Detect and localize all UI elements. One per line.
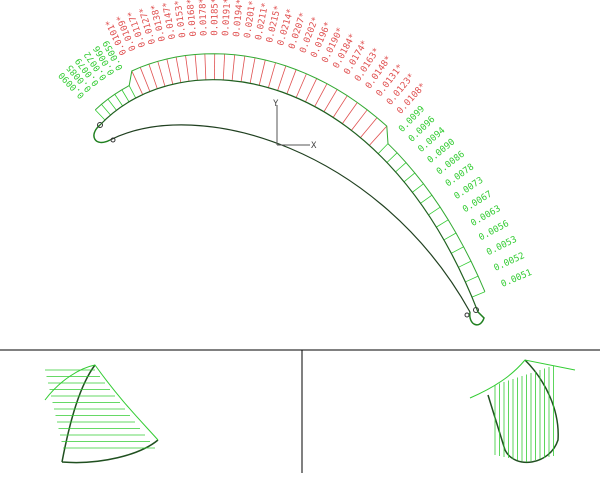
deviation-map: 0.00900.00850.00790.00720.00660.00590.01… bbox=[57, 0, 533, 312]
deviation-label: 0.0191* bbox=[221, 0, 233, 36]
hatch-line bbox=[167, 59, 173, 84]
hatch-line bbox=[369, 126, 386, 145]
x-axis-label: X bbox=[311, 141, 317, 151]
hatch-line bbox=[360, 118, 377, 138]
hatch-line bbox=[472, 292, 485, 297]
hatch-line bbox=[205, 54, 206, 80]
detail-right bbox=[470, 360, 575, 462]
hatch-line bbox=[223, 54, 224, 80]
detail-left bbox=[45, 365, 158, 463]
hatch-line bbox=[287, 70, 296, 94]
hatch-line bbox=[465, 276, 478, 282]
hatch-line bbox=[305, 78, 316, 101]
hatch-line bbox=[95, 110, 105, 120]
hatch-line bbox=[387, 153, 397, 163]
hatch-line bbox=[351, 110, 367, 131]
hatch-line bbox=[396, 163, 406, 172]
hatch-line bbox=[101, 104, 110, 115]
deviation-label: 0.0185* bbox=[210, 0, 220, 36]
hatch-line bbox=[429, 207, 441, 215]
hatch-line bbox=[195, 54, 197, 80]
hatch-line bbox=[140, 67, 150, 91]
hatch-line bbox=[444, 233, 456, 240]
hatch-line bbox=[129, 86, 136, 98]
hatch-line bbox=[278, 66, 286, 91]
hatch-line bbox=[232, 55, 235, 81]
hatch-line bbox=[176, 57, 181, 83]
axes bbox=[277, 105, 310, 145]
pressure-side bbox=[110, 125, 470, 312]
hatch-line bbox=[122, 90, 129, 102]
trailing-edge bbox=[470, 312, 484, 325]
hatch-line bbox=[250, 58, 255, 84]
hatch-line bbox=[342, 102, 357, 123]
hatch-line bbox=[186, 56, 189, 82]
deviation-label: 0.0052 bbox=[493, 251, 527, 274]
hatch-line bbox=[324, 89, 337, 111]
hatch-line bbox=[241, 56, 245, 82]
hatch-line bbox=[158, 61, 165, 86]
hatch-line bbox=[451, 247, 463, 254]
hatch-line bbox=[149, 64, 157, 89]
hatch-line bbox=[115, 94, 123, 106]
hatch-line bbox=[296, 74, 306, 98]
profile bbox=[488, 360, 558, 462]
hatch-line bbox=[259, 60, 265, 85]
hatch-line bbox=[268, 63, 275, 88]
hatch-line bbox=[378, 144, 388, 154]
deviation-curve bbox=[470, 360, 575, 398]
hatch-line bbox=[436, 220, 448, 227]
hatch-line bbox=[108, 99, 116, 110]
hatch-line bbox=[404, 173, 415, 182]
hatch-line bbox=[458, 261, 471, 267]
point bbox=[465, 313, 469, 317]
deviation-label: 0.0178* bbox=[198, 0, 209, 36]
hatch-line bbox=[333, 96, 347, 118]
hatch-line bbox=[421, 195, 432, 203]
hatch-line bbox=[412, 184, 423, 193]
hatch-line bbox=[315, 84, 327, 107]
leading-edge bbox=[94, 125, 110, 142]
y-axis-label: Y bbox=[273, 99, 279, 109]
deviation-label: 0.0168* bbox=[186, 0, 199, 37]
hatch-line bbox=[132, 71, 143, 95]
deviation-label: 0.0051 bbox=[500, 268, 534, 290]
